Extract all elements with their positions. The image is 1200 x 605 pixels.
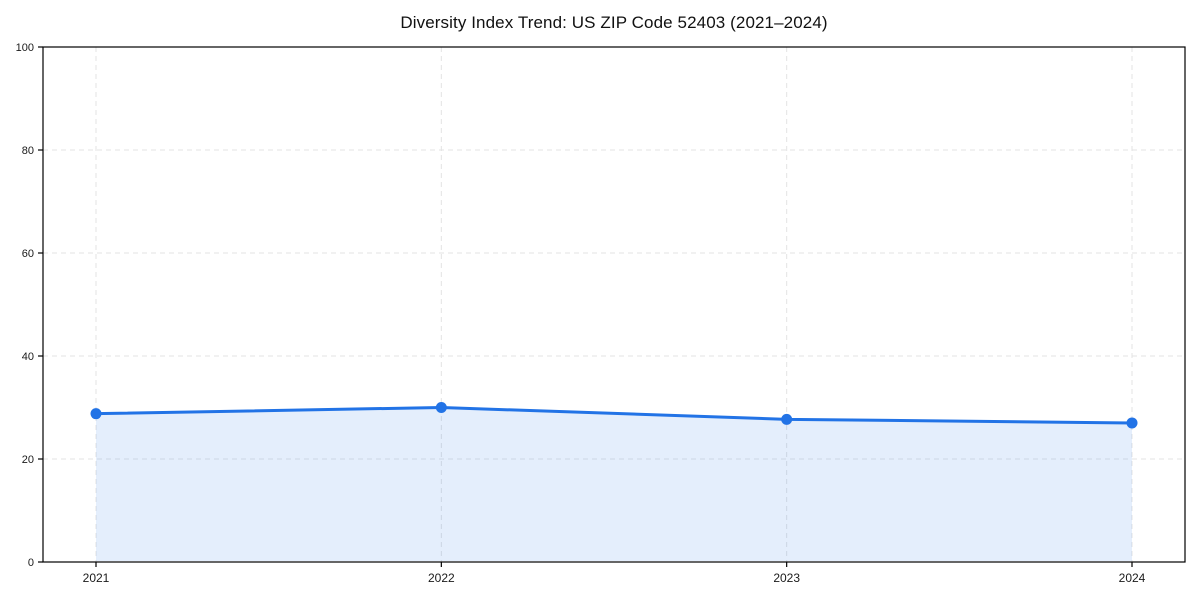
y-tick-label: 20 — [22, 454, 34, 466]
trend-line — [94, 406, 1134, 425]
plot-frame — [42, 46, 1186, 563]
y-tick-label: 0 — [28, 557, 34, 569]
data-point-2021 — [90, 408, 102, 420]
chart-title: Diversity Index Trend: US ZIP Code 52403… — [400, 13, 828, 32]
data-point-2022 — [435, 402, 447, 413]
x-tick-label: 2023 — [773, 571, 800, 585]
x-tick-label: 2024 — [1119, 571, 1146, 585]
x-tick-label: 2021 — [83, 571, 110, 585]
data-point-2023 — [781, 413, 793, 425]
y-tick-label: 60 — [22, 248, 34, 260]
y-tick-label: 100 — [16, 42, 34, 54]
y-tick-label: 40 — [22, 351, 34, 363]
y-tick-label: 80 — [22, 145, 34, 157]
data-point-2024 — [1126, 417, 1138, 429]
area-fill — [96, 407, 1132, 561]
x-tick-label: 2022 — [428, 571, 455, 585]
